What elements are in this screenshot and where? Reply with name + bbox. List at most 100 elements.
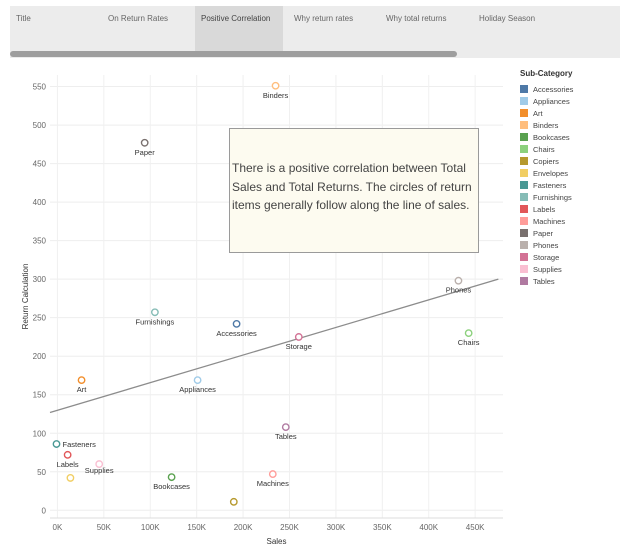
- legend-item-supplies[interactable]: Supplies: [520, 263, 620, 275]
- legend-item-label: Chairs: [533, 144, 555, 154]
- tab-on-return-rates[interactable]: On Return Rates: [108, 14, 169, 23]
- trend-line: [49, 278, 499, 414]
- legend-item-accessories[interactable]: Accessories: [520, 83, 620, 95]
- point-art[interactable]: [77, 376, 86, 384]
- legend-swatch: [520, 229, 528, 237]
- legend-item-machines[interactable]: Machines: [520, 215, 620, 227]
- point-machines[interactable]: [268, 470, 277, 478]
- x-tick-label: 250K: [280, 523, 299, 532]
- y-tick-label: 350: [33, 237, 47, 246]
- y-tick-label: 0: [42, 506, 47, 515]
- point-furnishings[interactable]: [150, 308, 159, 317]
- x-tick-label: 300K: [327, 523, 346, 532]
- legend-swatch: [520, 85, 528, 93]
- point-fasteners[interactable]: [52, 440, 61, 448]
- legend-item-label: Appliances: [533, 96, 570, 106]
- data-points: [52, 81, 473, 506]
- tab-scrollbar[interactable]: [10, 51, 457, 57]
- legend-item-label: Phones: [533, 240, 559, 250]
- legend-item-label: Fasteners: [533, 180, 567, 190]
- x-tick-label: 350K: [373, 523, 392, 532]
- point-label-labels: Labels: [57, 460, 79, 469]
- point-label-machines: Machines: [257, 479, 289, 488]
- story-tab-bar: Title On Return Rates Positive Correlati…: [10, 6, 620, 58]
- legend-item-label: Machines: [533, 216, 566, 226]
- y-tick-label: 200: [33, 352, 47, 361]
- legend-item-label: Furnishings: [533, 192, 572, 202]
- point-supplies[interactable]: [95, 460, 104, 468]
- legend-item-label: Storage: [533, 252, 560, 262]
- point-paper[interactable]: [140, 138, 149, 147]
- y-tick-label: 100: [33, 429, 47, 438]
- y-axis-title: Return Calculation: [21, 264, 30, 330]
- y-tick-label: 450: [33, 160, 47, 169]
- legend-swatch: [520, 121, 528, 129]
- legend-item-labels[interactable]: Labels: [520, 203, 620, 215]
- annotation-text: There is a positive correlation between …: [232, 161, 472, 212]
- point-binders[interactable]: [271, 81, 280, 90]
- tab-why-total-returns[interactable]: Why total returns: [386, 14, 447, 23]
- point-labels: Binders Paper Phones Furnishings Accessories…: [57, 91, 480, 491]
- legend-swatch: [520, 253, 528, 261]
- x-tick-label: 450K: [466, 523, 485, 532]
- point-label-storage: Storage: [286, 342, 312, 351]
- x-tick-label: 50K: [97, 523, 112, 532]
- legend-item-label: Labels: [533, 204, 556, 214]
- point-label-fasteners: Fasteners: [62, 440, 96, 449]
- point-chairs[interactable]: [464, 329, 473, 337]
- legend-item-fasteners[interactable]: Fasteners: [520, 179, 620, 191]
- legend-swatch: [520, 277, 528, 285]
- y-tick-label: 500: [33, 121, 47, 130]
- tab-title[interactable]: Title: [16, 14, 31, 23]
- x-axis-ticks: 0K 50K 100K 150K 200K 250K 300K 350K 400K 450K: [53, 523, 486, 532]
- tab-holiday-season[interactable]: Holiday Season: [479, 14, 536, 23]
- point-storage[interactable]: [294, 333, 303, 341]
- legend-item-chairs[interactable]: Chairs: [520, 143, 620, 155]
- y-axis-ticks: 0 50 100 150 200 250 300 350 400 450 500 550: [33, 83, 47, 516]
- point-copiers[interactable]: [229, 497, 238, 506]
- legend-item-appliances[interactable]: Appliances: [520, 95, 620, 107]
- legend-item-furnishings[interactable]: Furnishings: [520, 191, 620, 203]
- point-label-furnishings: Furnishings: [136, 317, 175, 326]
- point-label-accessories: Accessories: [216, 329, 257, 338]
- point-label-art: Art: [77, 385, 88, 394]
- legend-item-label: Envelopes: [533, 168, 569, 178]
- point-phones[interactable]: [454, 276, 463, 285]
- legend: Sub-Category Accessories Appliances Art Bin…: [520, 69, 620, 287]
- legend-item-envelopes[interactable]: Envelopes: [520, 167, 620, 179]
- legend-items: Accessories Appliances Art Binders Bookcases…: [520, 83, 620, 287]
- x-tick-label: 150K: [187, 523, 206, 532]
- point-label-paper: Paper: [135, 148, 156, 157]
- legend-item-paper[interactable]: Paper: [520, 227, 620, 239]
- x-tick-label: 400K: [419, 523, 438, 532]
- legend-swatch: [520, 265, 528, 273]
- y-tick-label: 150: [33, 391, 47, 400]
- point-label-appliances: Appliances: [179, 385, 216, 394]
- legend-swatch: [520, 133, 528, 141]
- point-label-phones: Phones: [446, 286, 472, 295]
- legend-swatch: [520, 193, 528, 201]
- tab-why-return-rates[interactable]: Why return rates: [294, 14, 354, 23]
- legend-item-label: Copiers: [533, 156, 559, 166]
- legend-item-tables[interactable]: Tables: [520, 275, 620, 287]
- legend-swatch: [520, 169, 528, 177]
- legend-item-bookcases[interactable]: Bookcases: [520, 131, 620, 143]
- point-appliances[interactable]: [193, 376, 202, 384]
- legend-item-storage[interactable]: Storage: [520, 251, 620, 263]
- legend-swatch: [520, 145, 528, 153]
- tab-positive-correlation[interactable]: Positive Correlation: [195, 6, 283, 51]
- point-label-chairs: Chairs: [458, 338, 480, 347]
- point-accessories[interactable]: [232, 319, 241, 328]
- legend-item-phones[interactable]: Phones: [520, 239, 620, 251]
- legend-item-copiers[interactable]: Copiers: [520, 155, 620, 167]
- point-labels[interactable]: [63, 450, 72, 459]
- point-bookcases[interactable]: [167, 473, 176, 482]
- legend-item-binders[interactable]: Binders: [520, 119, 620, 131]
- point-envelopes[interactable]: [66, 474, 75, 482]
- legend-item-label: Art: [533, 108, 543, 118]
- legend-item-art[interactable]: Art: [520, 107, 620, 119]
- legend-item-label: Bookcases: [533, 132, 570, 142]
- point-label-supplies: Supplies: [85, 466, 114, 475]
- legend-item-label: Binders: [533, 120, 559, 130]
- point-tables[interactable]: [281, 423, 290, 431]
